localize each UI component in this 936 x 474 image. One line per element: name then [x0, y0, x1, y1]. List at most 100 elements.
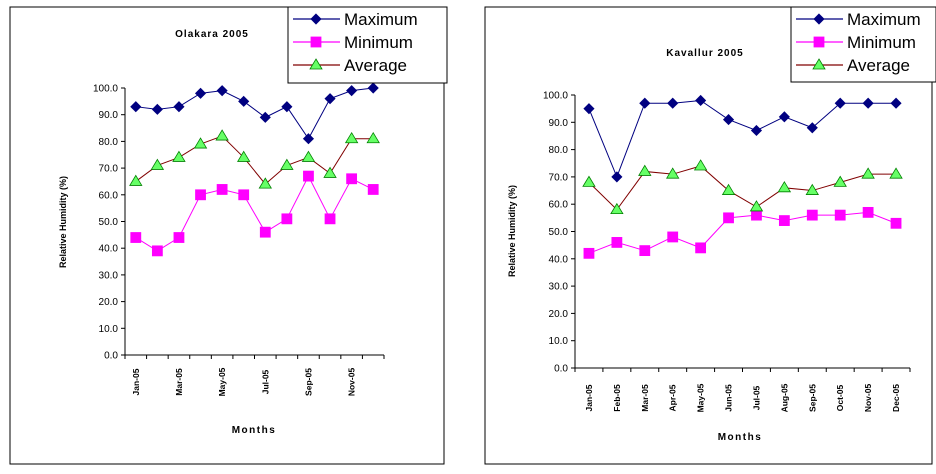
chart1-y-tick-label: 70.0: [99, 164, 119, 175]
chart1-point-maximum: [346, 85, 358, 97]
chart2-point-minimum: [862, 206, 874, 218]
chart2-ylabel: Relative Humidity (%): [507, 185, 517, 277]
chart2-point-average: [638, 164, 652, 176]
chart2-point-maximum: [667, 97, 679, 109]
chart1-point-minimum: [324, 213, 336, 225]
chart1-point-maximum: [216, 85, 228, 97]
chart1-y-tick-label: 20.0: [99, 297, 119, 308]
chart1-legend-label: Minimum: [344, 33, 413, 52]
chart2-y-tick-label: 30.0: [549, 282, 569, 293]
chart1-y-tick-label: 40.0: [99, 244, 119, 255]
chart2-point-average: [693, 159, 708, 171]
chart2-point-average: [610, 202, 624, 215]
chart2-point-maximum: [695, 94, 707, 107]
chart2-point-maximum: [862, 97, 874, 109]
chart2-point-minimum: [778, 215, 790, 226]
chart1-point-average: [366, 131, 380, 144]
chart2-x-tick-label: May-05: [696, 383, 706, 412]
chart2-point-average: [833, 175, 847, 187]
chart1-y-tick-label: 30.0: [99, 270, 119, 281]
chart2-point-average: [889, 167, 903, 179]
chart2-x-tick-label: Jul-05: [751, 385, 761, 410]
chart2-y-tick-label: 50.0: [549, 227, 569, 238]
chart2-legend-label: Maximum: [847, 10, 921, 29]
chart1-point-average: [172, 150, 186, 162]
chart1-legend-label: Maximum: [344, 10, 418, 29]
chart2-frame: [484, 6, 933, 465]
chart1-point-minimum: [195, 189, 206, 201]
chart2-x-tick-label: Feb-05: [612, 384, 622, 412]
chart2-point-maximum: [639, 97, 651, 109]
chart1-x-tick-label: Nov-05: [347, 368, 357, 397]
chart2-point-average: [582, 175, 596, 187]
chart2-y-tick-label: 100.0: [543, 91, 568, 102]
chart1-point-average: [237, 150, 251, 162]
chart2-point-average: [749, 200, 764, 212]
chart2-legend-marker-average: [812, 58, 826, 70]
chart1-point-minimum: [151, 245, 163, 257]
chart1-point-average: [344, 131, 359, 144]
chart1-legend-marker-maximum: [310, 13, 322, 25]
chart2-x-tick-label: Oct-05: [835, 385, 845, 412]
chart1-point-average: [301, 150, 316, 162]
chart1-point-average: [258, 177, 272, 189]
chart1-legend-marker-average: [309, 58, 323, 70]
chart1-point-maximum: [281, 101, 293, 113]
chart2-y-tick-label: 20.0: [549, 309, 569, 320]
chart1-point-average: [129, 174, 143, 186]
chart2-point-minimum: [890, 217, 902, 229]
chart1-point-maximum: [194, 87, 207, 99]
chart1-x-tick-label: Sep-05: [303, 368, 313, 396]
chart1-point-maximum: [130, 101, 142, 113]
chart2-point-average: [721, 183, 736, 195]
chart2-series-line-average: [588, 165, 897, 211]
chart2-point-minimum: [583, 247, 595, 259]
chart2-point-maximum: [750, 124, 763, 137]
plot-layer: 0.0 10.0 20.0 30.0 40.0 50.0 60.0 70.0 80.0 90.0 1…: [93, 6, 936, 413]
chart1-point-maximum: [173, 101, 185, 113]
chart2-y-tick-label: 60.0: [549, 200, 569, 211]
chart2-y-tick-label: 0.0: [554, 364, 568, 375]
chart2-x-tick-label: Apr-05: [668, 384, 678, 411]
chart1-point-maximum: [367, 82, 379, 94]
chart1-point-minimum: [259, 226, 271, 238]
chart2-point-maximum: [834, 97, 846, 109]
chart1-point-minimum: [303, 170, 314, 182]
chart1-point-minimum: [216, 184, 228, 195]
chart2-legend-label: Average: [847, 56, 910, 75]
chart2-x-tick-label: Nov-05: [863, 384, 873, 413]
chart1-x-tick-label: Jan-05: [131, 368, 141, 395]
chart1-y-tick-label: 80.0: [99, 137, 119, 148]
chart2-point-minimum: [723, 212, 734, 224]
chart2-x-tick-label: Dec-05: [891, 384, 901, 412]
chart1-point-minimum: [130, 232, 142, 243]
chart1-point-minimum: [367, 184, 379, 195]
chart1-point-average: [280, 158, 294, 170]
chart1-y-tick-label: 100.0: [93, 84, 118, 95]
chart2-point-maximum: [722, 114, 735, 126]
chart1-point-average: [193, 137, 208, 149]
chart2-x-tick-label: Mar-05: [640, 384, 650, 412]
chart1-title: Olakara 2005: [175, 29, 249, 40]
chart2-point-minimum: [751, 209, 762, 221]
chart1-x-tick-label: May-05: [217, 367, 227, 396]
chart2-point-minimum: [667, 231, 679, 243]
chart2-point-maximum: [778, 111, 790, 123]
chart2-title: Kavallur 2005: [666, 48, 744, 59]
chart2-point-maximum: [890, 97, 902, 109]
chart1-point-average: [215, 129, 229, 141]
chart2-point-average: [777, 181, 792, 193]
chart1-point-minimum: [281, 213, 293, 225]
chart2-point-minimum: [639, 245, 651, 257]
chart2-point-maximum: [611, 171, 623, 183]
chart2-y-tick-label: 10.0: [549, 336, 569, 347]
chart2-point-average: [861, 167, 875, 179]
chart1-point-minimum: [173, 232, 185, 243]
chart1-y-tick-label: 0.0: [104, 351, 118, 362]
chart1-x-tick-label: Jul-05: [260, 369, 270, 394]
chart1-legend-marker-minimum: [310, 36, 322, 48]
chart2-y-tick-label: 90.0: [549, 118, 569, 129]
chart2-point-average: [666, 167, 680, 179]
